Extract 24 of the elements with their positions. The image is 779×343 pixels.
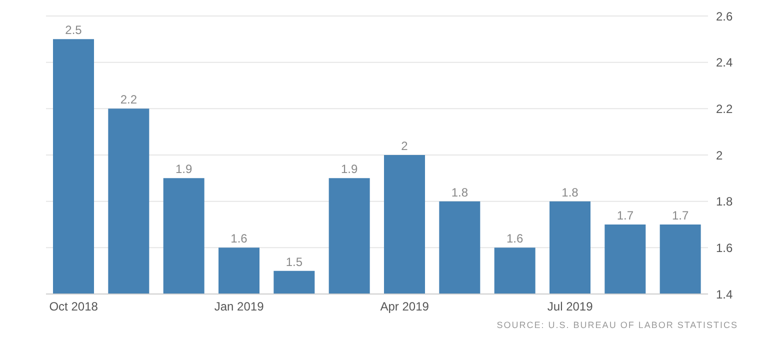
data-label: 1.9 <box>340 162 358 176</box>
y-tick-label: 2.4 <box>716 56 734 70</box>
x-tick-label: Oct 2018 <box>49 300 98 314</box>
data-label: 1.9 <box>175 162 192 176</box>
y-tick-label: 2.2 <box>716 102 734 116</box>
data-label: 1.6 <box>230 232 248 246</box>
y-tick-label: 2.6 <box>716 9 734 24</box>
y-tick-label: 1.4 <box>716 287 734 302</box>
y-tick-label: 1.8 <box>716 194 734 209</box>
x-tick-label: Apr 2019 <box>380 300 430 314</box>
x-tick-label: Jan 2019 <box>214 300 264 314</box>
data-label: 1.5 <box>286 254 303 269</box>
y-tick-label: 2 <box>716 148 723 162</box>
y-tick-label: 1.6 <box>716 240 734 255</box>
data-label: 1.8 <box>451 185 468 200</box>
data-label: 1.7 <box>672 208 689 222</box>
data-label: 1.8 <box>562 185 579 200</box>
x-tick-label: Jul 2019 <box>547 300 594 314</box>
source-note: SOURCE: U.S. BUREAU OF LABOR STATISTICS <box>496 320 738 330</box>
data-label: 2.5 <box>65 23 82 38</box>
data-label: 2.2 <box>120 92 138 107</box>
data-label: 1.6 <box>506 232 524 246</box>
data-label: 1.7 <box>616 208 634 222</box>
data-label: 2 <box>401 139 408 153</box>
